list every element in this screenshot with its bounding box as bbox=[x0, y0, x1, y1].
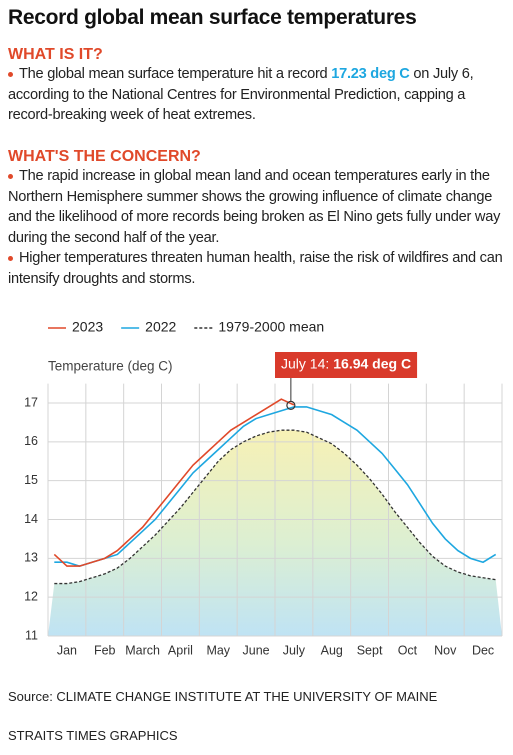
x-tick-label: Jan bbox=[57, 643, 77, 657]
y-tick-label: 14 bbox=[24, 512, 38, 526]
annotation-value: 16.94 deg C bbox=[333, 356, 411, 372]
annotation-box bbox=[275, 352, 418, 378]
y-tick-label: 11 bbox=[25, 628, 38, 642]
bullet bbox=[8, 173, 13, 179]
line bbox=[53, 398, 295, 567]
what-is-it: WHAT IS IT? The global mean surface temp… bbox=[8, 46, 505, 126]
x-tick-label: Nov bbox=[434, 643, 457, 657]
text: Higher temperatures threaten human healt… bbox=[8, 250, 503, 287]
legend-label: 1979-2000 mean bbox=[218, 319, 324, 335]
text: The rapid increase in global mean land a… bbox=[8, 168, 501, 246]
chart: Temperature (deg C) 11 12 13 14 15 16 17 Jan Feb… bbox=[24, 319, 503, 657]
x-tick-label: March bbox=[125, 643, 160, 657]
credit: STRAITS TIMES GRAPHICS bbox=[8, 728, 178, 743]
x-tick-label: Dec bbox=[472, 643, 494, 657]
paragraph: Higher temperatures threaten human healt… bbox=[8, 248, 505, 289]
annotation-point bbox=[286, 400, 296, 410]
text: on July 6, according to the National Cen… bbox=[8, 66, 474, 123]
paragraph: The rapid increase in global mean land a… bbox=[8, 166, 505, 248]
y-tick-label: 17 bbox=[24, 395, 38, 409]
bullet bbox=[8, 71, 13, 77]
section-heading: WHAT IS IT? bbox=[8, 46, 103, 63]
legend-label: 2022 bbox=[145, 319, 176, 335]
line bbox=[54, 406, 497, 567]
y-tick-label: 12 bbox=[24, 589, 38, 603]
y-axis-label: Temperature (deg C) bbox=[48, 359, 173, 374]
x-tick-label: April bbox=[168, 643, 193, 657]
x-tick-label: July bbox=[283, 643, 306, 657]
title: Record global mean surface temperatures bbox=[8, 6, 417, 29]
text: The global mean surface temperature hit … bbox=[19, 66, 328, 82]
x-tick-label: June bbox=[243, 643, 270, 657]
highlight: 17.23 deg C bbox=[331, 66, 410, 82]
x-tick-label: Feb bbox=[94, 643, 116, 657]
paragraph: The global mean surface temperature hit … bbox=[8, 64, 505, 126]
concern: WHAT'S THE CONCERN? The rapid increase i… bbox=[8, 148, 505, 289]
x-tick-label: Oct bbox=[398, 643, 418, 657]
y-tick-label: 15 bbox=[24, 473, 38, 487]
bullet bbox=[8, 255, 13, 261]
annotation-date: July 14: bbox=[281, 356, 329, 372]
y-tick-label: 13 bbox=[24, 551, 38, 565]
legend-label: 2023 bbox=[72, 319, 103, 335]
y-tick-label: 16 bbox=[24, 434, 38, 448]
header: Record global mean surface temperatures bbox=[8, 6, 505, 30]
x-tick-label: May bbox=[206, 643, 230, 657]
section-heading: WHAT'S THE CONCERN? bbox=[8, 148, 201, 165]
x-tick-label: Sept bbox=[357, 643, 383, 657]
source: Source: CLIMATE CHANGE INSTITUTE AT THE … bbox=[8, 689, 438, 704]
x-tick-label: Aug bbox=[321, 643, 343, 657]
